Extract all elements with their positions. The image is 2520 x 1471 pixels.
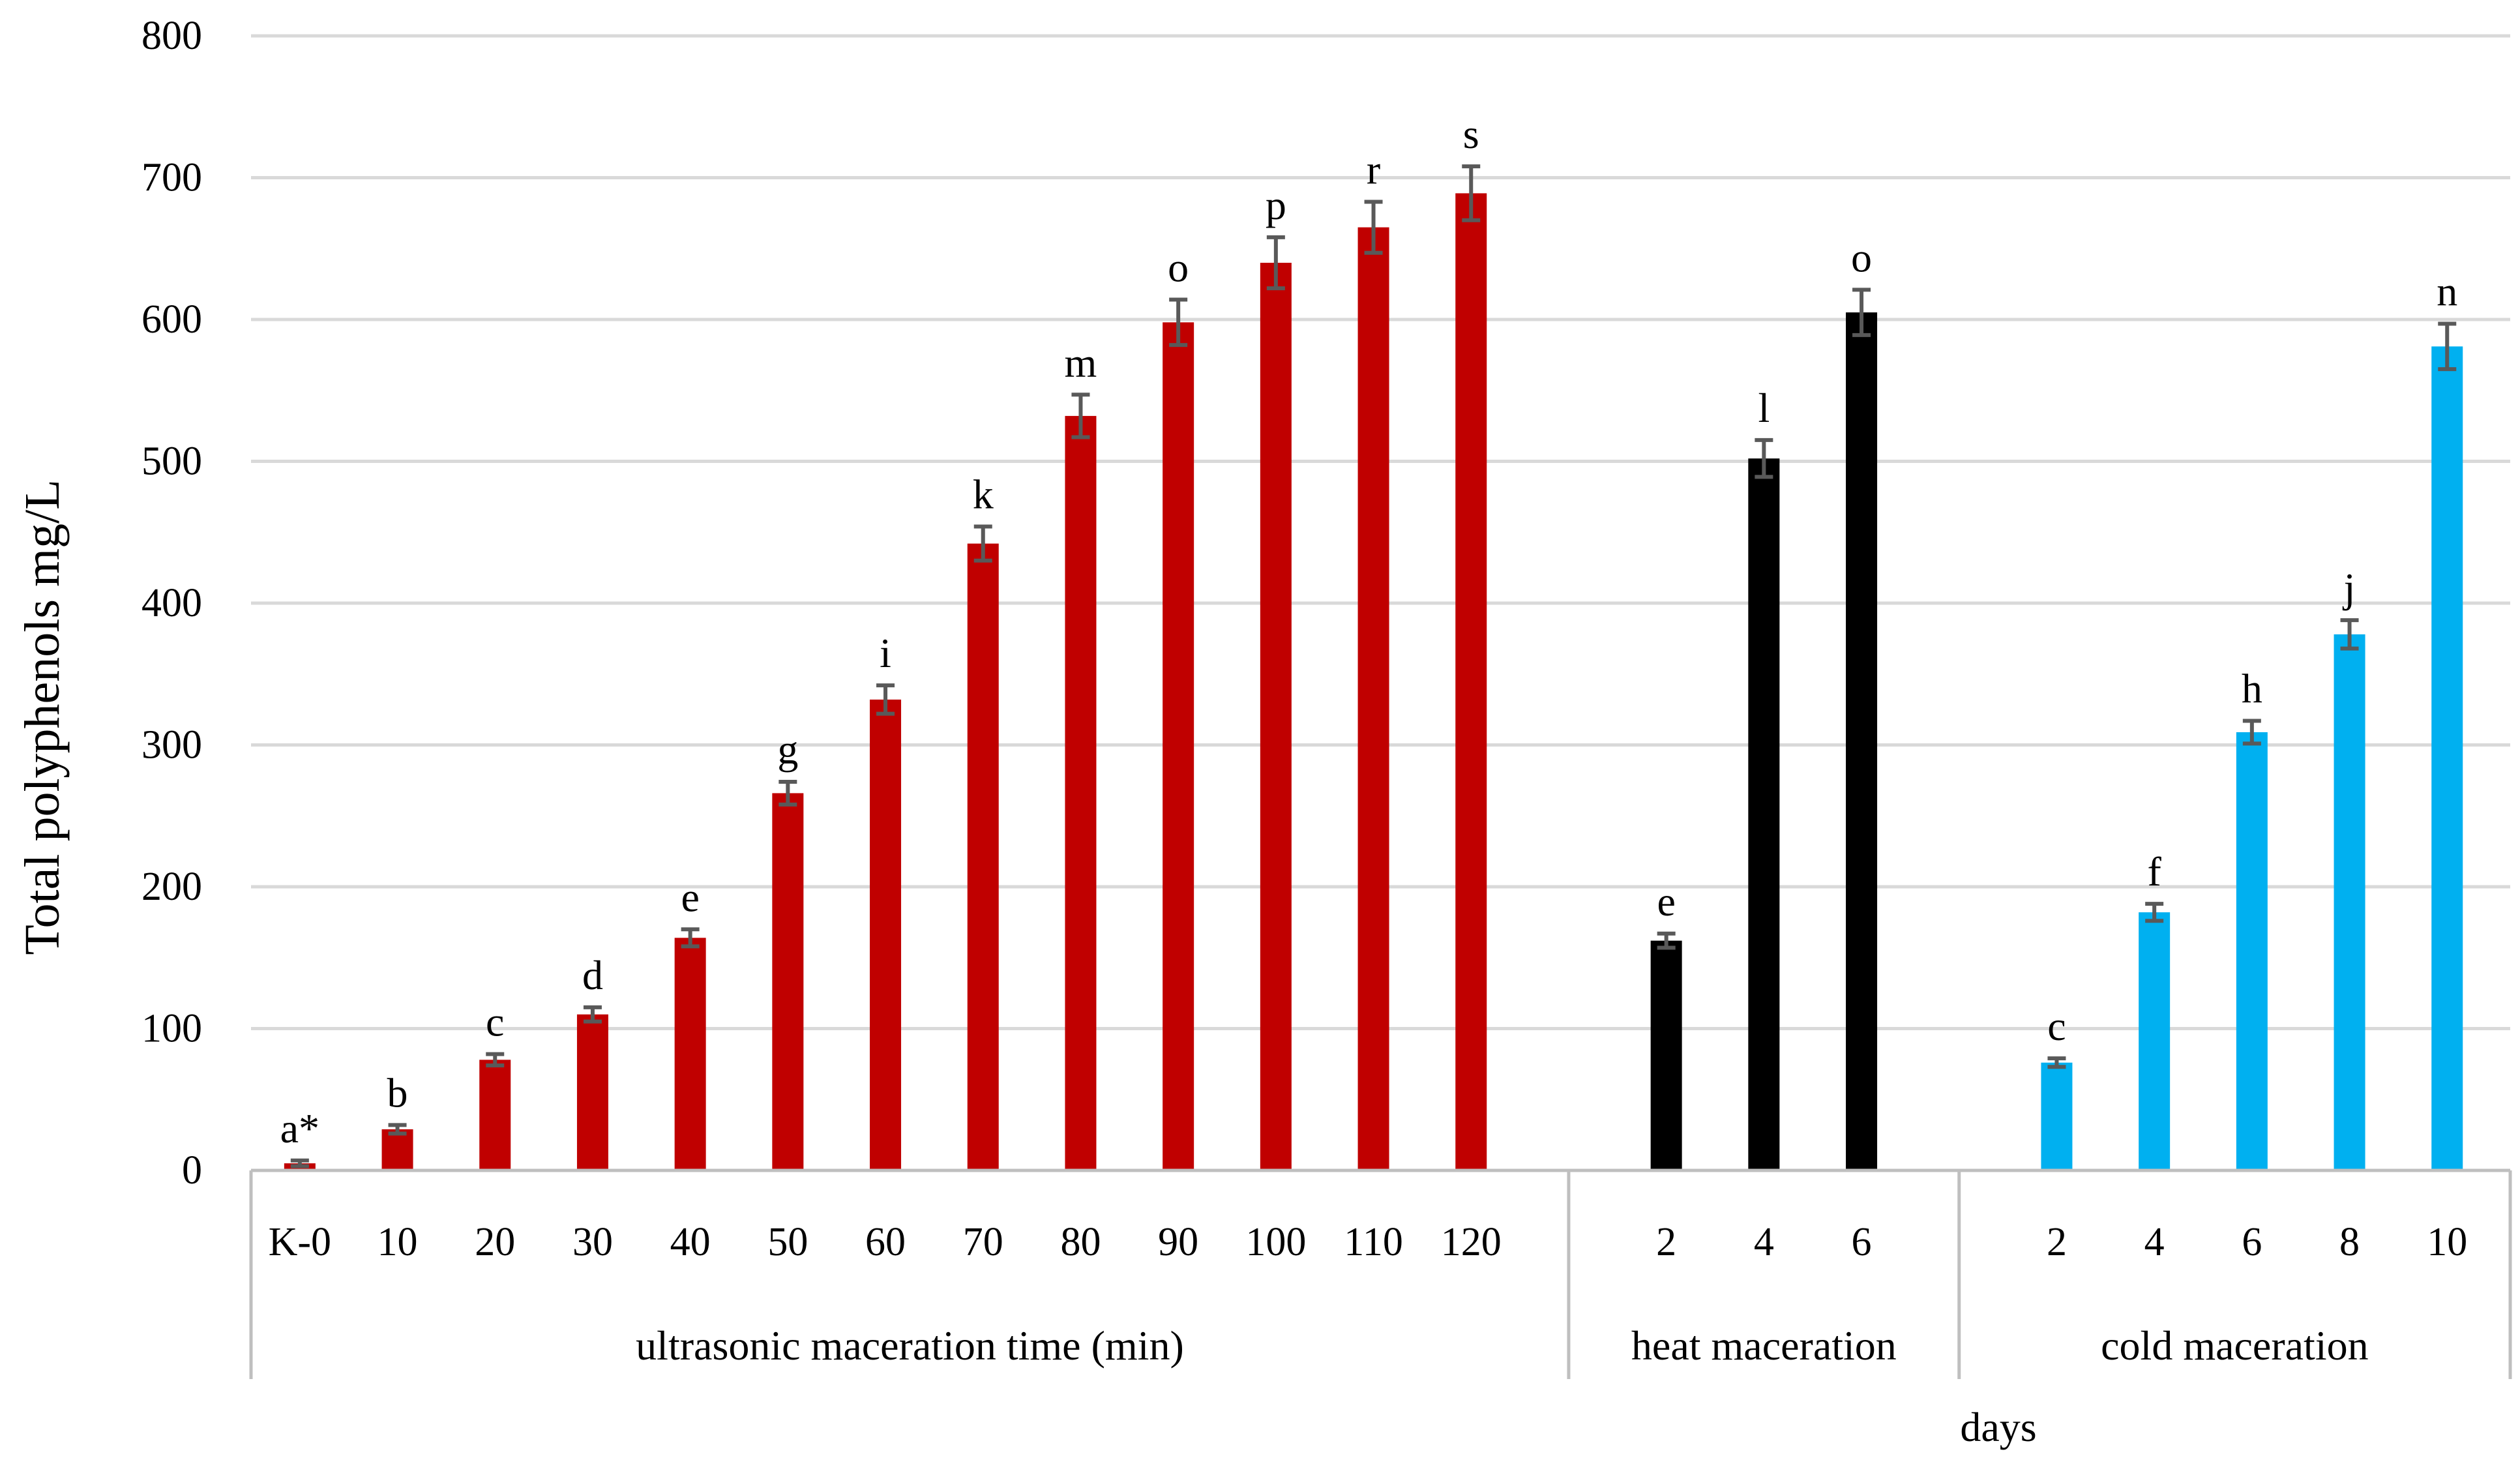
significance-letter: c: [2047, 1003, 2066, 1049]
significance-letters: a* b c d e g i k m o p r s e l o c f h j n: [280, 111, 2458, 1152]
significance-letter: c: [486, 999, 504, 1045]
y-tick-label: 600: [141, 297, 202, 342]
significance-letter: f: [2147, 848, 2161, 895]
bar: [2431, 346, 2463, 1171]
y-tick-label: 500: [141, 439, 202, 484]
y-tick-label: 0: [182, 1148, 202, 1193]
y-tick-label: 100: [141, 1007, 202, 1051]
significance-letter: a*: [280, 1105, 319, 1152]
y-tick-label: 400: [141, 581, 202, 625]
y-axis-ticks: 0 100 200 300 400 500 600 700 800: [141, 14, 202, 1193]
y-tick-label: 700: [141, 156, 202, 200]
bar: [2334, 634, 2365, 1170]
x-tick-label: 50: [767, 1220, 808, 1264]
group-label: heat maceration: [1631, 1322, 1897, 1369]
significance-letter: o: [1168, 245, 1189, 291]
significance-letter: l: [1758, 385, 1770, 431]
bar: [1065, 415, 1097, 1170]
x-tick-label: 80: [1060, 1220, 1101, 1264]
bars: [284, 193, 2463, 1171]
significance-letter: o: [1851, 234, 1872, 280]
significance-letter: g: [777, 726, 798, 773]
x-tick-label: 40: [670, 1220, 711, 1264]
significance-letter: b: [387, 1069, 408, 1116]
significance-letter: m: [1065, 339, 1097, 385]
error-bars: [290, 164, 2457, 1168]
bar: [2236, 732, 2268, 1170]
significance-letter: d: [582, 952, 603, 998]
bar: [1748, 458, 1780, 1170]
significance-letter: h: [2242, 666, 2262, 712]
significance-letter: n: [2437, 269, 2457, 315]
bar: [1357, 227, 1389, 1170]
x-tick-label: 4: [2144, 1220, 2165, 1264]
x-tick-label: 4: [1754, 1220, 1774, 1264]
x-tick-label: 10: [2427, 1220, 2467, 1264]
x-axis: [249, 1168, 2512, 1379]
significance-letter: p: [1266, 182, 1286, 228]
bar: [772, 793, 804, 1170]
x-axis-label: days: [1960, 1404, 2036, 1450]
x-tick-label: 120: [1441, 1220, 1502, 1264]
bar: [1846, 312, 1878, 1170]
x-tick-label: 6: [1852, 1220, 1872, 1264]
y-tick-label: 800: [141, 14, 202, 58]
x-tick-label: 30: [572, 1220, 613, 1264]
x-tick-label: 8: [2339, 1220, 2360, 1264]
x-tick-label: K-0: [269, 1220, 331, 1264]
significance-letter: k: [973, 471, 994, 518]
significance-letter: i: [880, 630, 891, 676]
bar: [674, 938, 706, 1170]
significance-letter: e: [681, 874, 699, 920]
y-tick-label: 200: [141, 865, 202, 909]
bar: [479, 1060, 511, 1170]
x-tick-label: 10: [378, 1220, 418, 1264]
bar: [870, 699, 902, 1170]
bar: [2041, 1062, 2073, 1170]
significance-letter: e: [1657, 878, 1675, 925]
group-label: ultrasonic maceration time (min): [636, 1322, 1184, 1369]
y-tick-label: 300: [141, 723, 202, 767]
bar: [2139, 912, 2171, 1170]
x-tick-label: 60: [865, 1220, 906, 1264]
x-tick-label: 2: [1656, 1220, 1676, 1264]
y-axis-label: Total polyphenols mg/L: [15, 479, 70, 955]
x-tick-label: 70: [963, 1220, 1003, 1264]
significance-letter: j: [2343, 565, 2356, 611]
bar: [1455, 193, 1487, 1170]
bar: [381, 1129, 413, 1170]
x-tick-label: 110: [1344, 1220, 1403, 1264]
x-tick-label: 20: [475, 1220, 515, 1264]
x-axis-ticks: K-0 10 20 30 40 50 60 70 80 90 100 110 120 2 4 6 2 4 6 8 10: [269, 1220, 2468, 1264]
bar: [1650, 940, 1682, 1170]
x-tick-label: 2: [2047, 1220, 2067, 1264]
bar: [1260, 263, 1292, 1170]
group-labels: ultrasonic maceration time (min) heat mac…: [636, 1322, 2368, 1369]
bar: [967, 543, 999, 1170]
significance-letter: s: [1463, 111, 1479, 157]
x-tick-label: 90: [1158, 1220, 1198, 1264]
significance-letter: r: [1367, 146, 1380, 192]
bar: [576, 1014, 608, 1170]
group-label: cold maceration: [2101, 1322, 2368, 1369]
bar: [1163, 322, 1194, 1171]
x-tick-label: 100: [1245, 1220, 1306, 1264]
x-tick-label: 6: [2242, 1220, 2262, 1264]
